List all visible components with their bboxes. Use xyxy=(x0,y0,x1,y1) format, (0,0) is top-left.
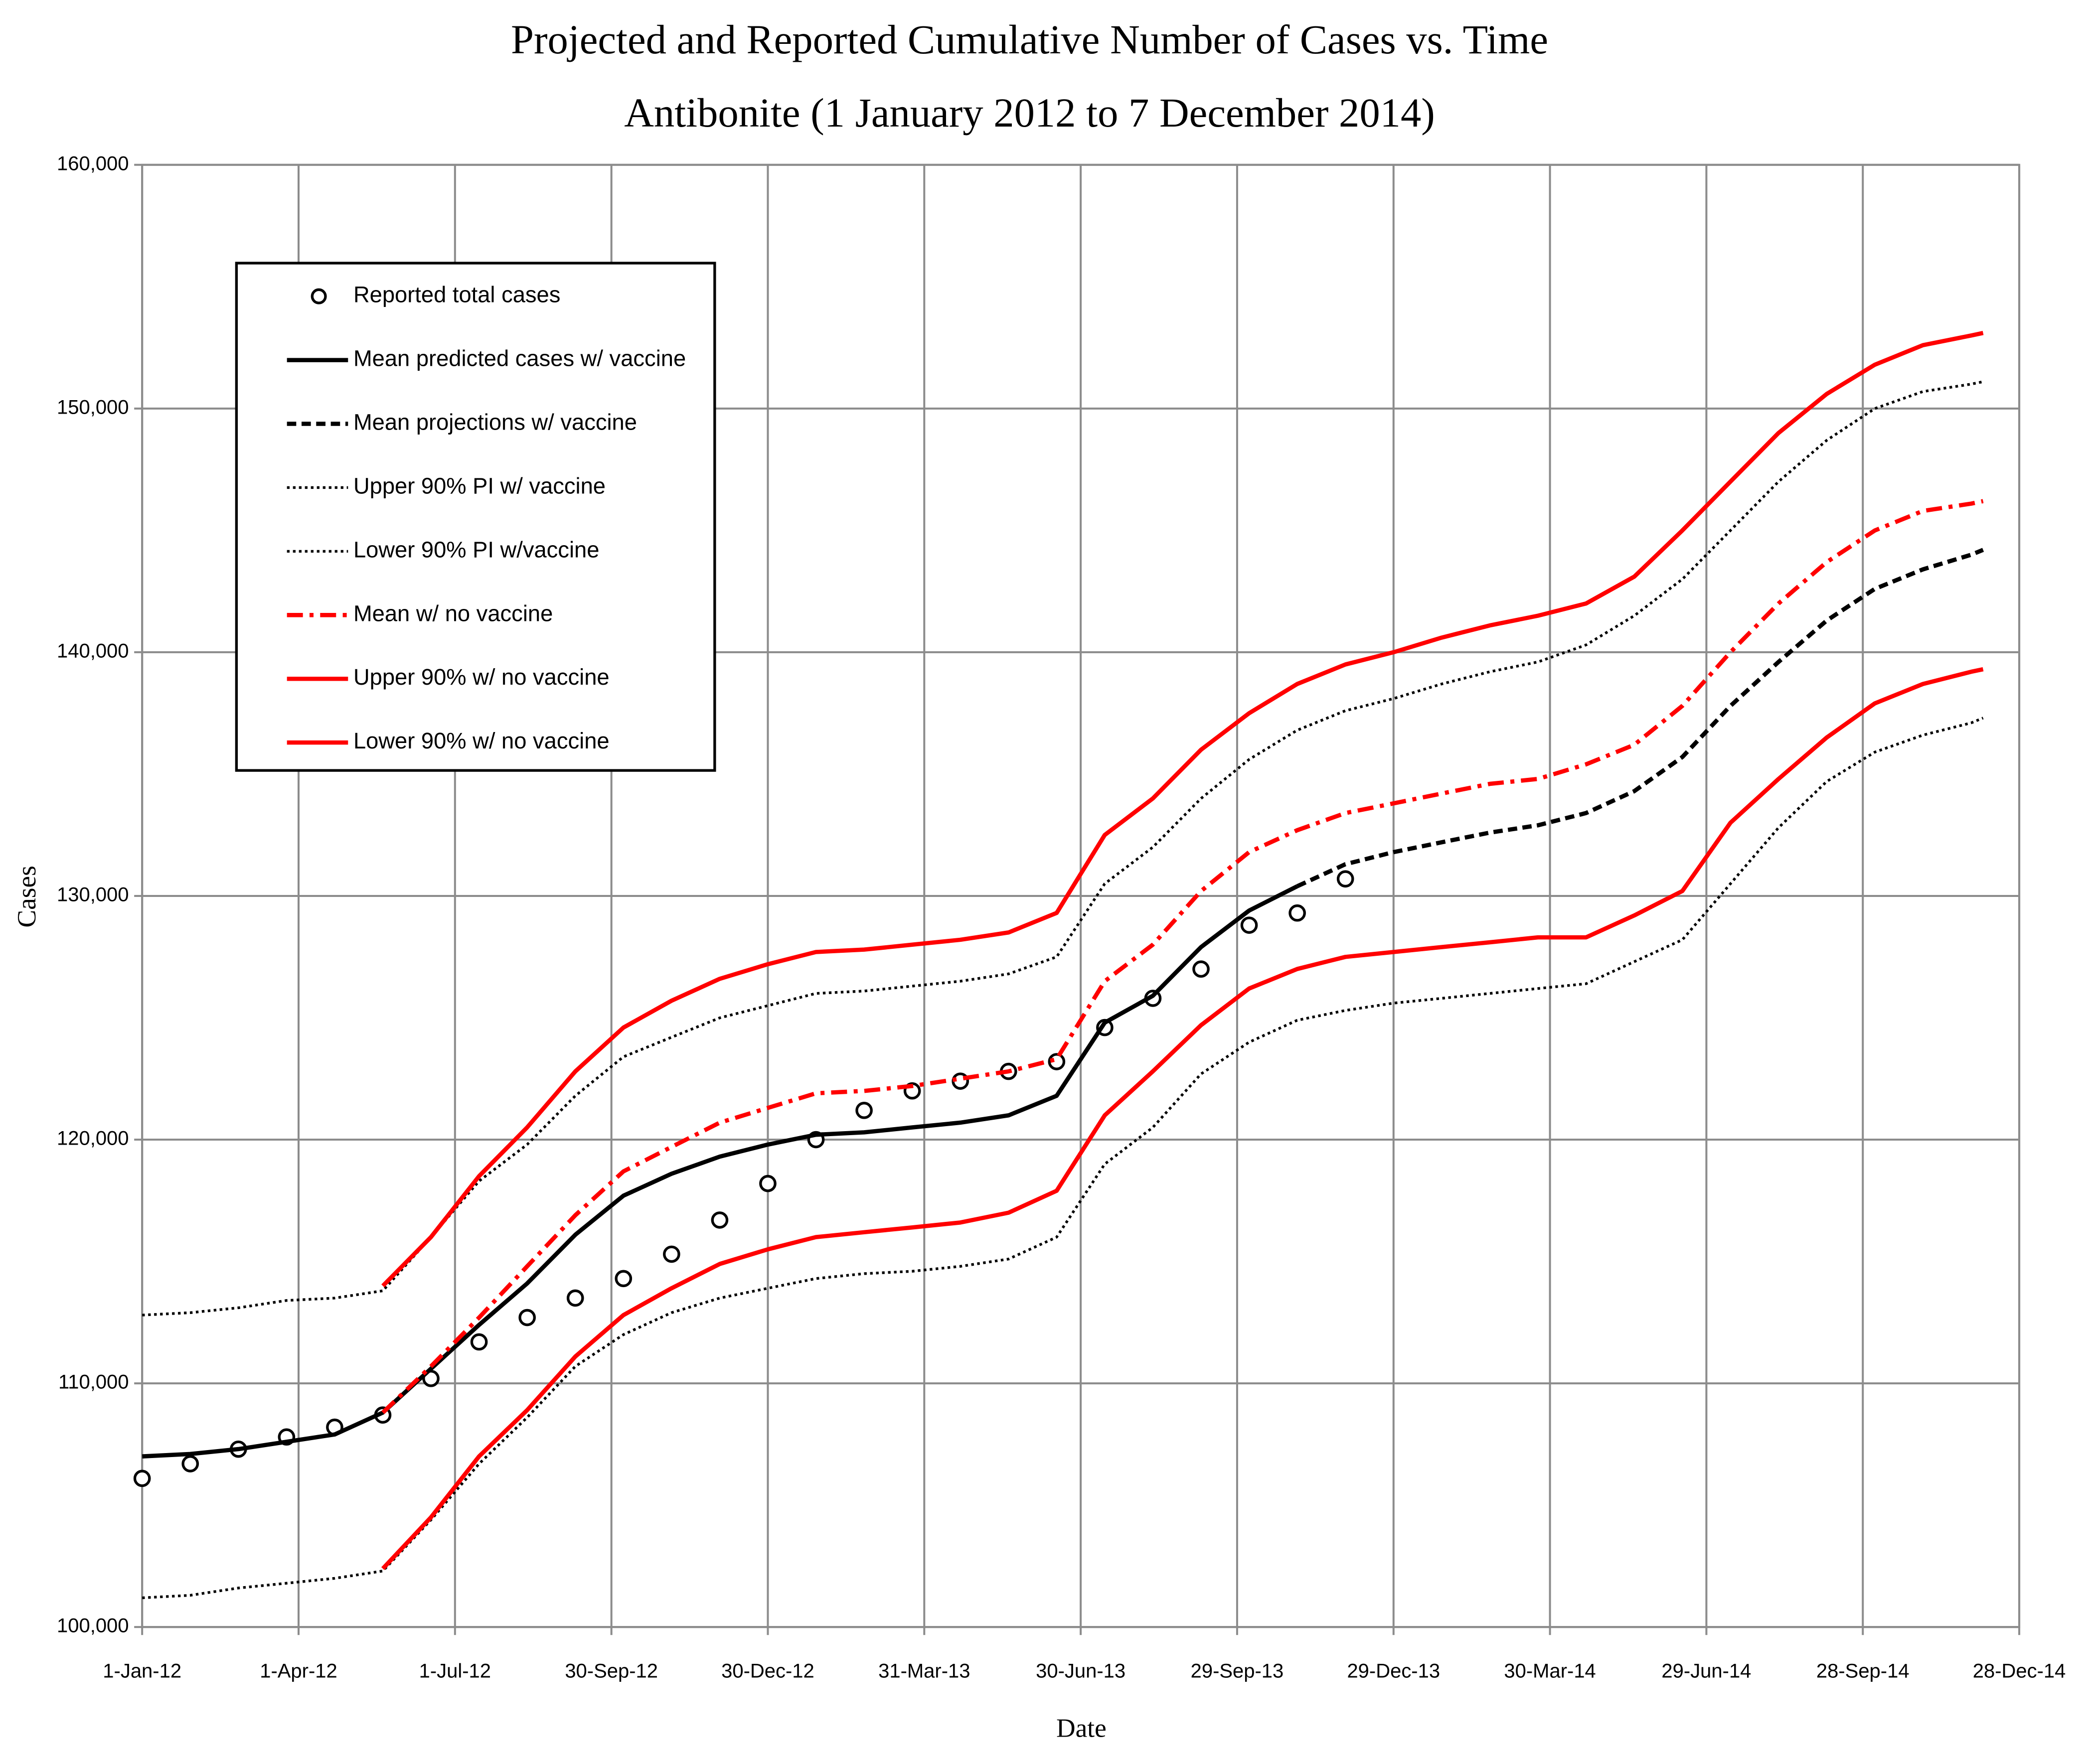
data-point xyxy=(1288,904,1306,922)
legend-box xyxy=(235,262,716,772)
x-tick-label: 30-Dec-12 xyxy=(721,1660,814,1682)
series-line xyxy=(381,331,1984,1288)
legend: Reported total cases Mean predicted cases… xyxy=(235,262,716,772)
y-tick-label: 150,000 xyxy=(57,396,129,418)
x-tick-label: 29-Sep-13 xyxy=(1191,1660,1284,1682)
data-point xyxy=(133,1470,151,1487)
chart-title: Projected and Reported Cumulative Number… xyxy=(511,16,1548,62)
data-point xyxy=(1336,870,1354,888)
plot-frame xyxy=(141,163,2021,1628)
legend-label: Lower 90% w/ no vaccine xyxy=(353,728,610,753)
x-tick-label: 30-Sep-12 xyxy=(565,1660,658,1682)
y-tick-label: 130,000 xyxy=(57,884,129,906)
data-point xyxy=(181,1455,199,1472)
x-tick-label: 29-Jun-14 xyxy=(1661,1660,1751,1682)
chart-subtitle: Antibonite (1 January 2012 to 7 December… xyxy=(624,90,1435,136)
legend-label: Mean predicted cases w/ vaccine xyxy=(353,346,686,371)
data-point xyxy=(470,1333,488,1351)
legend-label: Mean projections w/ vaccine xyxy=(353,409,637,435)
legend-label: Upper 90% w/ no vaccine xyxy=(353,664,610,690)
data-point xyxy=(1192,960,1210,978)
series-line xyxy=(142,884,1298,1459)
x-tick-label: 30-Jun-13 xyxy=(1036,1660,1125,1682)
data-point xyxy=(518,1309,536,1326)
data-point xyxy=(711,1211,729,1229)
x-tick-label: 1-Apr-12 xyxy=(260,1660,337,1682)
x-tick-label: 1-Jul-12 xyxy=(419,1660,491,1682)
data-point xyxy=(663,1245,680,1263)
series-line xyxy=(381,499,1984,1414)
data-point xyxy=(759,1175,777,1192)
series-line xyxy=(142,380,1984,1317)
x-axis-title: Date xyxy=(1056,1713,1107,1743)
x-tick-label: 28-Sep-14 xyxy=(1816,1660,1910,1682)
legend-label: Reported total cases xyxy=(353,282,560,307)
data-point xyxy=(1240,916,1258,934)
x-tick-label: 28-Dec-14 xyxy=(1973,1660,2066,1682)
legend-label: Lower 90% PI w/vaccine xyxy=(353,537,599,562)
x-tick-label: 1-Jan-12 xyxy=(103,1660,181,1682)
data-point xyxy=(855,1102,873,1119)
y-tick-label: 160,000 xyxy=(57,152,129,174)
y-tick-label: 100,000 xyxy=(57,1615,129,1637)
series-line xyxy=(1296,548,1984,888)
y-tick-label: 110,000 xyxy=(58,1371,129,1393)
x-tick-label: 31-Mar-13 xyxy=(878,1660,970,1682)
data-point xyxy=(566,1289,584,1307)
legend-label: Mean w/ no vaccine xyxy=(353,600,553,626)
y-axis-title: Cases xyxy=(12,866,41,927)
x-tick-label: 30-Mar-14 xyxy=(1504,1660,1596,1682)
legend-marker xyxy=(311,288,327,304)
data-point xyxy=(615,1270,633,1288)
series-line xyxy=(142,717,1984,1600)
series-line xyxy=(381,667,1984,1570)
x-tick-label: 29-Dec-13 xyxy=(1347,1660,1440,1682)
y-tick-label: 120,000 xyxy=(57,1128,129,1150)
legend-label: Upper 90% PI w/ vaccine xyxy=(353,473,606,498)
y-tick-label: 140,000 xyxy=(57,640,129,662)
